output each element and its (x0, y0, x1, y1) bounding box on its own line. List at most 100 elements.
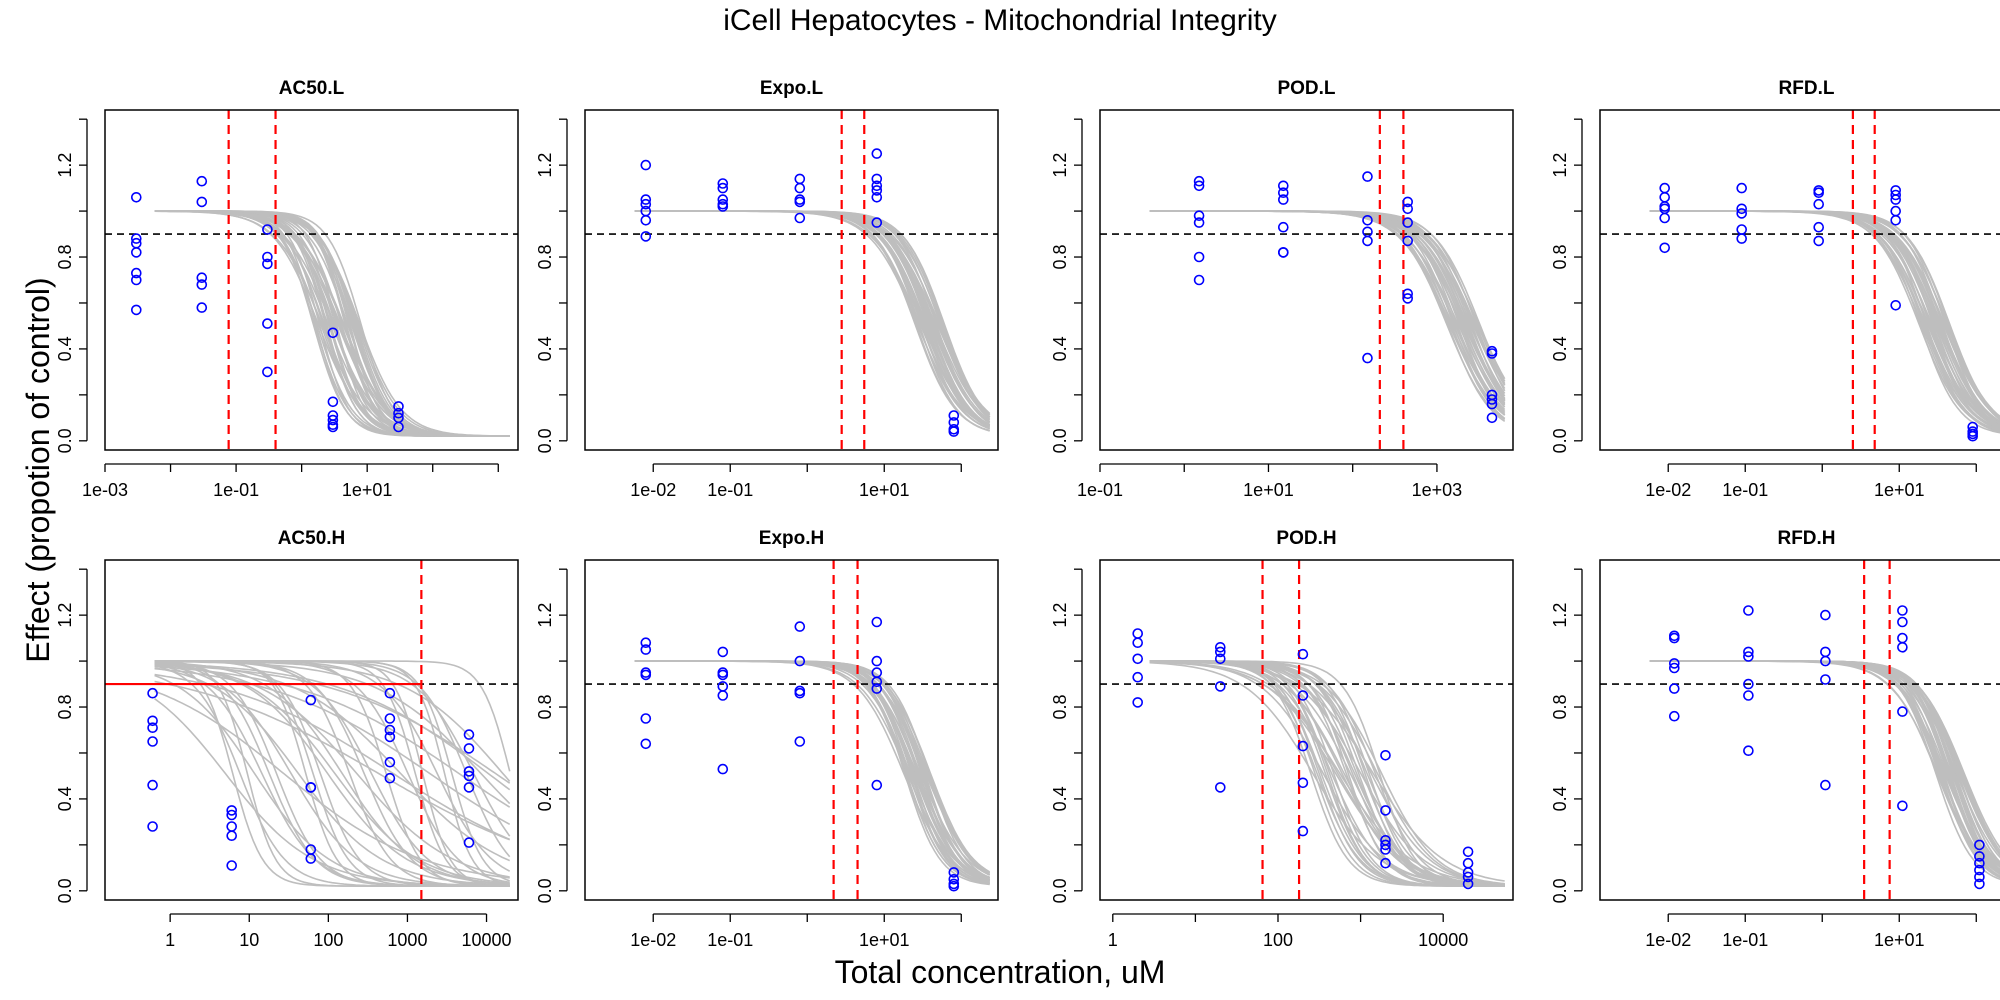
y-tick-label: 0.0 (535, 878, 555, 903)
data-point (1486, 398, 1498, 410)
y-tick-label: 1.2 (1050, 153, 1070, 178)
data-point (717, 201, 729, 212)
data-point (1362, 171, 1373, 182)
data-point (463, 743, 475, 754)
data-point (262, 318, 273, 329)
data-point (794, 655, 806, 667)
data-point (147, 736, 158, 747)
data-point (305, 853, 317, 864)
fit-curve (1149, 210, 1506, 402)
y-tick-label: 0.8 (1550, 695, 1570, 720)
data-point (196, 302, 208, 313)
panel-title: Expo.L (760, 78, 824, 99)
data-point (640, 644, 652, 655)
data-point (871, 173, 883, 185)
data-point (640, 713, 652, 724)
data-point (717, 669, 729, 681)
panel-rfd-l: RFD.L 0.0 0.4 0.8 1.2 1e-02 1e-01 1e+01 (1550, 78, 2000, 500)
y-tick-label: 0.4 (1050, 336, 1070, 361)
fit-curve (154, 660, 511, 872)
data-point (717, 194, 729, 205)
fit-curve (1149, 210, 1506, 404)
data-point (1669, 658, 1680, 669)
data-point (640, 194, 652, 205)
data-point (1402, 217, 1413, 228)
fit-curve (1649, 660, 2000, 875)
fit-curve (154, 673, 511, 841)
data-point (1215, 782, 1226, 793)
data-point (131, 267, 142, 279)
data-point (131, 304, 142, 316)
x-tick-label: 1e-01 (1722, 930, 1768, 950)
data-point (131, 192, 142, 203)
data-point (196, 175, 208, 187)
data-point (463, 729, 475, 740)
data-point (1402, 288, 1413, 300)
data-point (1743, 690, 1754, 701)
data-point (1132, 637, 1143, 649)
data-point (1813, 187, 1824, 198)
data-point (1362, 352, 1373, 364)
data-point (147, 779, 158, 791)
panel-title: RFD.L (1779, 78, 1835, 99)
y-tick-label: 1.2 (535, 603, 555, 628)
plot-frame (1599, 109, 2000, 451)
data-point (794, 196, 806, 208)
data-point (1193, 180, 1205, 192)
fit-curve (1149, 660, 1505, 882)
plot-frame (1099, 109, 1514, 451)
data-point (393, 421, 404, 433)
data-point (1297, 777, 1309, 789)
fit-curve (634, 210, 991, 416)
data-point (1669, 710, 1680, 722)
data-point (948, 880, 960, 892)
y-tick-label: 1.2 (1550, 603, 1570, 628)
data-point (1890, 194, 1901, 205)
data-point (262, 366, 273, 378)
fit-curve (634, 660, 991, 874)
plot-area (585, 560, 998, 900)
data-point (948, 426, 960, 437)
x-tick-label: 1e+01 (1874, 480, 1925, 500)
data-point (871, 180, 883, 192)
data-point (1462, 846, 1474, 858)
data-point (1820, 646, 1831, 658)
data-point (1897, 641, 1908, 653)
data-point (1897, 605, 1908, 616)
data-point (1193, 210, 1205, 221)
panel-title: POD.L (1277, 78, 1335, 99)
data-point (948, 410, 960, 421)
data-point (147, 722, 158, 734)
x-tick-label: 1 (1108, 930, 1118, 950)
data-point (1974, 839, 1985, 851)
data-point (1743, 646, 1754, 658)
fit-curve (634, 660, 990, 886)
fit-curve (1649, 660, 2000, 865)
data-point (1669, 683, 1680, 694)
fit-curve (154, 665, 510, 887)
data-point (1974, 878, 1985, 890)
panel-title: AC50.H (278, 528, 346, 549)
fit-curve (154, 665, 511, 808)
fit-curve (634, 660, 990, 881)
data-point (871, 676, 883, 688)
data-point (196, 196, 208, 208)
data-point (640, 637, 652, 649)
x-tick-label: 1e+01 (1243, 480, 1294, 500)
y-tick-label: 0.8 (55, 695, 75, 720)
fit-curve (634, 210, 991, 416)
y-tick-label: 0.4 (1550, 336, 1570, 361)
data-point (948, 873, 960, 885)
data-point (1486, 394, 1498, 405)
data-point (1659, 192, 1670, 203)
data-point (1974, 864, 1985, 876)
data-point (147, 821, 158, 832)
data-point (1897, 800, 1908, 812)
fit-curve (154, 660, 511, 805)
panel-ac50-l: AC50.L 0.0 0.4 0.8 1.2 1e-03 1e-01 1e+01 (55, 78, 519, 500)
fit-curve (154, 663, 511, 784)
data-point (1278, 194, 1289, 205)
data-point (1215, 653, 1226, 665)
figure-title: iCell Hepatocytes - Mitochondrial Integr… (723, 4, 1277, 37)
y-tick-label: 0.0 (1050, 428, 1070, 453)
